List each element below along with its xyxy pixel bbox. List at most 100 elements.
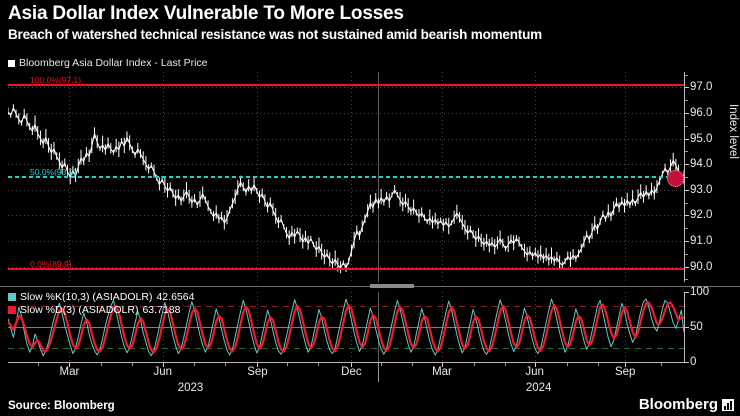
level-label-fib-50: 50.0%(93.5)	[30, 167, 77, 177]
price-y-tick-mark	[685, 87, 689, 89]
x-tick-mark	[534, 363, 536, 367]
x-tick-label: Mar	[59, 366, 80, 378]
price-y-tick-label: 93.0	[690, 183, 713, 196]
x-minor-tick	[380, 363, 382, 366]
x-tick-label: Jun	[153, 366, 173, 378]
x-minor-tick	[100, 363, 102, 366]
price-y-tick-label: 90.0	[690, 260, 713, 273]
price-y-tick-label: 94.0	[690, 158, 713, 171]
x-tick-mark	[257, 363, 259, 367]
header: Asia Dollar Index Vulnerable To More Los…	[8, 2, 736, 43]
price-gridline-h	[8, 189, 684, 191]
price-y-tick-mark	[685, 112, 689, 114]
x-year-label: 2023	[177, 382, 204, 394]
x-minor-tick	[567, 363, 569, 366]
stochastic-y-tick-label: 100	[690, 286, 710, 298]
bloomberg-logo-icon	[722, 398, 734, 411]
price-gridline-h	[8, 87, 684, 89]
stochastic-oversold-line	[8, 348, 684, 349]
stochastic-d-label: Slow %D(3) (ASIADOLR)	[20, 303, 139, 316]
stochastic-k-line	[8, 298, 684, 357]
price-series-swatch	[8, 59, 15, 67]
x-year-label: 2024	[525, 382, 552, 394]
price-y-tick-mark	[685, 164, 689, 166]
stochastic-legend: Slow %K(10,3) (ASIADOLR) 42.6564 Slow %D…	[8, 291, 194, 316]
x-tick-mark	[69, 363, 71, 367]
x-axis	[8, 362, 685, 363]
stochastic-chart-plot[interactable]	[8, 292, 684, 362]
stochastic-y-tick-mark	[685, 292, 689, 293]
level-line-fib-100	[8, 83, 684, 86]
x-tick-mark	[162, 363, 164, 367]
stochastic-overbought-line	[8, 306, 684, 307]
price-series-label: Bloomberg Asia Dollar Index - Last Price	[19, 57, 208, 69]
price-gridline-h	[8, 215, 684, 217]
level-line-fib-50	[8, 176, 684, 178]
stochastic-gridline-v	[351, 292, 353, 362]
stochastic-k-swatch	[8, 293, 16, 302]
stochastic-gridline-v	[625, 292, 627, 362]
x-tick-label: Sep	[247, 366, 268, 378]
bloomberg-brand-text: Bloomberg	[638, 396, 718, 413]
stochastic-k-label: Slow %K(10,3) (ASIADOLR)	[20, 291, 153, 303]
x-tick-label: Dec	[341, 366, 362, 378]
price-y-minor-tick	[685, 253, 688, 255]
stochastic-d-swatch	[8, 305, 16, 314]
price-gridline-h	[8, 241, 684, 243]
stochastic-gridline-v	[162, 292, 164, 362]
x-minor-tick	[225, 363, 227, 366]
x-tick-label: Sep	[614, 366, 636, 378]
price-chart-plot[interactable]: 100.0%(97.1) 50.0%(93.5) 0.0%(89.9)	[8, 72, 684, 282]
price-series-legend: Bloomberg Asia Dollar Index - Last Price	[8, 57, 208, 69]
price-y-minor-tick	[685, 177, 688, 178]
stochastic-d-line	[8, 301, 684, 354]
x-tick-mark	[441, 363, 443, 367]
x-minor-tick	[598, 363, 600, 366]
x-minor-tick	[38, 363, 40, 366]
page-title: Asia Dollar Index Vulnerable To More Los…	[8, 3, 404, 24]
x-minor-tick	[660, 363, 662, 366]
stochastic-y-tick-mark	[685, 362, 689, 363]
price-y-tick-mark	[685, 138, 689, 140]
x-tick-mark	[625, 363, 627, 367]
stochastic-gridline-v	[257, 292, 259, 362]
stochastic-midline	[8, 327, 684, 328]
price-y-tick-label: 95.0	[690, 132, 713, 145]
x-tick-mark	[351, 363, 353, 367]
x-tick-label: Mar	[432, 366, 452, 378]
price-y-minor-tick	[685, 151, 688, 153]
price-y-minor-tick	[685, 228, 688, 230]
stochastic-y-tick-label: 50	[690, 321, 703, 333]
page-subtitle: Breach of watershed technical resistance…	[8, 27, 542, 42]
stochastic-d-value: 63.7188	[142, 303, 181, 316]
x-tick-label: Jun	[525, 366, 544, 378]
price-y-tick-label: 97.0	[690, 81, 713, 94]
stochastic-y-tick-mark	[685, 327, 689, 328]
x-year-separator	[378, 363, 380, 382]
stochastic-k-value: 42.6564	[156, 291, 195, 303]
price-gridline-h	[8, 112, 684, 114]
price-y-minor-tick	[685, 100, 688, 102]
stochastic-series-group	[8, 298, 684, 357]
panel-divider-handle[interactable]	[370, 284, 414, 288]
x-minor-tick	[287, 363, 289, 366]
price-gridline-h	[8, 138, 684, 140]
level-label-fib-0: 0.0%(89.9)	[30, 259, 72, 270]
level-line-fib-0	[8, 268, 684, 271]
price-y-axis	[684, 72, 685, 282]
stochastic-gridline-v	[534, 292, 536, 362]
stochastic-gridline-v	[69, 292, 71, 362]
x-minor-tick	[131, 363, 133, 366]
price-y-tick-mark	[685, 241, 689, 243]
price-y-tick-mark	[685, 189, 689, 191]
stochastic-k-legend-row: Slow %K(10,3) (ASIADOLR) 42.6564	[8, 291, 194, 304]
x-minor-tick	[505, 363, 507, 366]
stochastic-d-legend-row: Slow %D(3) (ASIADOLR) 63.7188	[8, 304, 194, 317]
x-minor-tick	[318, 363, 320, 366]
x-minor-tick	[411, 363, 413, 366]
x-minor-tick	[473, 363, 475, 366]
level-label-fib-100: 100.0%(97.1)	[30, 74, 82, 85]
price-y-axis-title: Index level	[727, 104, 739, 159]
price-y-minor-tick	[685, 202, 688, 204]
bloomberg-brand: Bloomberg	[639, 396, 734, 413]
